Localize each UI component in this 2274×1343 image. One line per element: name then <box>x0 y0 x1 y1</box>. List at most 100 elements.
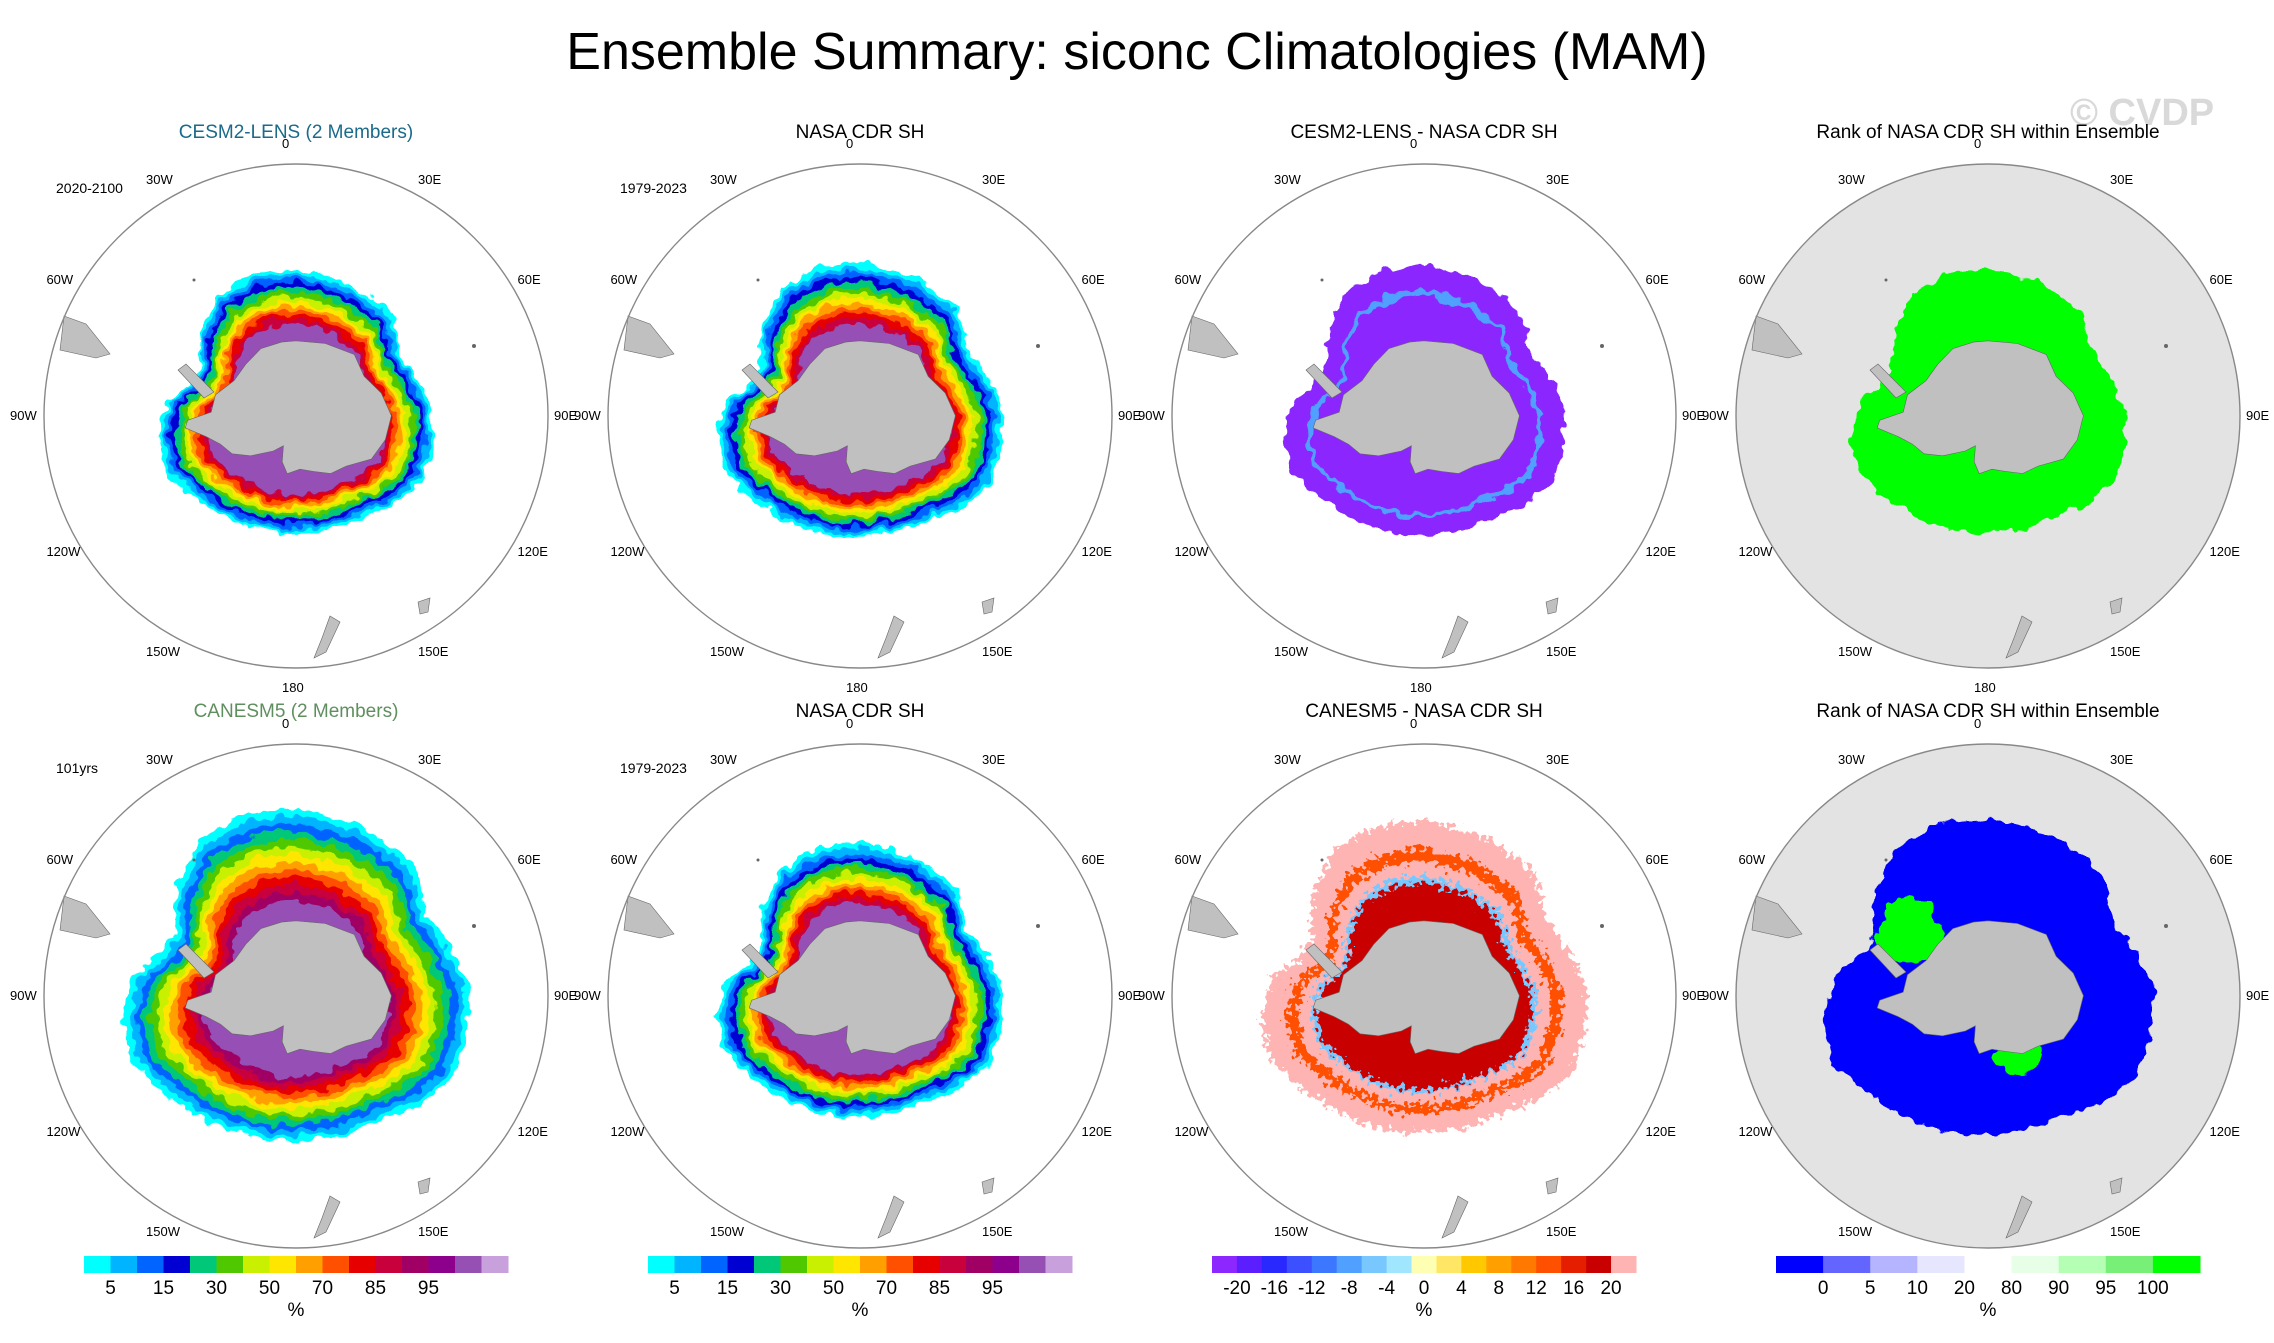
colorbar-tick-label: 5 <box>105 1278 116 1299</box>
island-marker <box>1036 924 1040 928</box>
colorbar-unit: % <box>1979 1300 1997 1321</box>
longitude-label: 30E <box>982 752 1006 768</box>
tasmania-landmass <box>2109 597 2123 615</box>
longitude-label: 120E <box>2209 544 2240 559</box>
longitude-label: 60E <box>1081 272 1105 287</box>
longitude-label: 90E <box>2246 988 2270 1003</box>
peninsula-landmass <box>741 363 779 399</box>
longitude-label: 90E <box>1682 408 1706 423</box>
tasmania-landmass <box>417 1177 431 1195</box>
island-marker <box>1600 344 1604 348</box>
longitude-label: 30W <box>146 752 173 768</box>
colorbar-tick-label: 50 <box>258 1278 281 1299</box>
longitude-label: 90W <box>1138 408 1165 423</box>
panel-period-1: 2020-2100 <box>56 180 123 196</box>
longitude-label: 150W <box>1274 643 1308 659</box>
new-zealand-landmass <box>1441 615 1469 659</box>
panel-title-8: Rank of NASA CDR SH within Ensemble <box>1816 701 2160 722</box>
longitude-label: 30W <box>1838 172 1865 188</box>
longitude-label: 30E <box>418 172 442 188</box>
tasmania-landmass <box>2109 1177 2123 1195</box>
colorbar-tick-label: 95 <box>417 1278 440 1299</box>
island-marker <box>1036 344 1040 348</box>
colorbar-tick-label: 100 <box>2137 1278 2169 1299</box>
map-panel-8 <box>1735 743 2241 1249</box>
island-marker <box>756 278 760 282</box>
panel-period-2: 1979-2023 <box>620 180 687 196</box>
map-panel-6 <box>607 743 1113 1249</box>
antarctica-landmass <box>1876 920 2084 1054</box>
island-marker <box>192 858 196 862</box>
longitude-label: 0 <box>846 716 854 731</box>
map-panel-1 <box>43 163 549 669</box>
map-border <box>43 743 549 1249</box>
longitude-label: 60E <box>1645 272 1669 287</box>
map-panel-4 <box>1735 163 2241 669</box>
colorbar-tick-label: 15 <box>152 1278 175 1299</box>
longitude-label: 90E <box>1118 988 1142 1003</box>
longitude-label: 180 <box>846 680 868 695</box>
colorbar-tick-label: 5 <box>669 1278 680 1299</box>
map-border <box>607 163 1113 669</box>
longitude-label: 60E <box>2209 852 2233 867</box>
colorbar-tick-label: 20 <box>1953 1278 1976 1299</box>
longitude-label: 120W <box>1174 1124 1209 1139</box>
longitude-label: 180 <box>1410 680 1432 695</box>
longitude-label: 150E <box>1546 643 1577 659</box>
longitude-label: 180 <box>282 680 304 695</box>
colorbar-tick-label: 12 <box>1525 1278 1547 1299</box>
peninsula-landmass <box>177 363 215 399</box>
panel-title-1: CESM2-LENS (2 Members) <box>178 122 414 143</box>
panel-title-3: CESM2-LENS - NASA CDR SH <box>1290 122 1558 143</box>
longitude-label: 150W <box>146 1223 180 1239</box>
colorbar-tick-label: 85 <box>928 1278 951 1299</box>
map-panel-2 <box>607 163 1113 669</box>
longitude-label: 30E <box>418 752 442 768</box>
tasmania-landmass <box>981 1177 995 1195</box>
colorbar-tick-label: -12 <box>1298 1278 1326 1299</box>
longitude-label: 0 <box>846 136 854 151</box>
longitude-label: 150E <box>418 643 449 659</box>
island-marker <box>756 858 760 862</box>
longitude-label: 60E <box>1081 852 1105 867</box>
colorbar-tick-label: 0 <box>1817 1278 1829 1299</box>
longitude-label: 120E <box>1645 544 1676 559</box>
tasmania-landmass <box>981 597 995 615</box>
new-zealand-landmass <box>877 615 905 659</box>
longitude-label: 120W <box>610 544 645 559</box>
south-america-landmass <box>1187 315 1239 359</box>
tasmania-landmass <box>1545 597 1559 615</box>
longitude-label: 120W <box>1738 1124 1773 1139</box>
watermark: © CVDP <box>2070 92 2215 134</box>
longitude-label: 120E <box>1081 1124 1112 1139</box>
longitude-label: 180 <box>846 1260 868 1275</box>
peninsula-landmass <box>741 943 779 979</box>
longitude-label: 90E <box>554 988 578 1003</box>
colorbar-tick-label: 0 <box>1418 1278 1430 1299</box>
longitude-label: 60W <box>1174 272 1202 287</box>
longitude-label: 30W <box>146 172 173 188</box>
longitude-label: 150E <box>418 1223 449 1239</box>
colorbar-tick-label: 4 <box>1456 1278 1467 1299</box>
colorbar-tick-label: -20 <box>1223 1278 1251 1299</box>
longitude-label: 0 <box>1410 136 1418 151</box>
longitude-label: 90W <box>574 988 601 1003</box>
longitude-label: 60W <box>610 852 638 867</box>
colorbar-tick-label: 95 <box>2095 1278 2117 1299</box>
map-border <box>1735 743 2241 1249</box>
longitude-label: 60E <box>517 852 541 867</box>
longitude-label: 0 <box>1974 716 1982 731</box>
longitude-label: 120E <box>517 544 548 559</box>
colorbar-unit: % <box>851 1300 869 1321</box>
map-border <box>1171 163 1677 669</box>
new-zealand-landmass <box>877 1195 905 1239</box>
panel-title-7: CANESM5 - NASA CDR SH <box>1305 701 1543 722</box>
longitude-label: 30W <box>710 752 737 768</box>
panel-title-5: CANESM5 (2 Members) <box>193 701 399 722</box>
longitude-label: 150W <box>710 643 744 659</box>
new-zealand-landmass <box>313 1195 341 1239</box>
longitude-label: 90W <box>574 408 601 423</box>
longitude-label: 90E <box>1682 988 1706 1003</box>
peninsula-landmass <box>1305 363 1343 399</box>
antarctica-landmass <box>1312 340 1520 474</box>
